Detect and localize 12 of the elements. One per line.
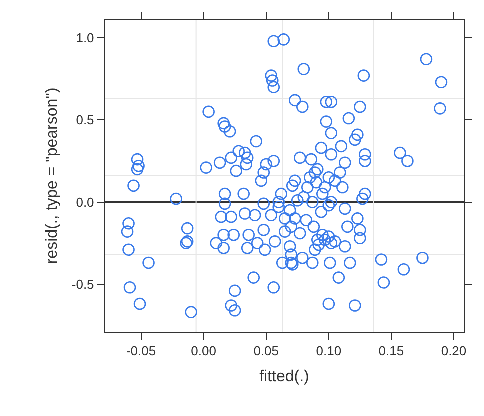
x-tick-label: 0.10 <box>316 344 342 359</box>
x-tick-label: 0.05 <box>254 344 280 359</box>
x-tick-label: -0.05 <box>126 344 156 359</box>
y-tick-label: 1.0 <box>76 30 94 46</box>
y-tick-label: 0.0 <box>76 194 94 210</box>
x-axis-title: fitted(.) <box>260 368 310 386</box>
x-tick-label: 0.00 <box>191 344 216 359</box>
x-tick-label: 0.20 <box>441 344 467 359</box>
y-axis-title: resid(., type = "pearson") <box>44 88 61 264</box>
x-tick-label: 0.15 <box>378 344 404 359</box>
y-tick-label: 0.5 <box>76 112 94 128</box>
y-tick-label: -0.5 <box>72 276 94 292</box>
